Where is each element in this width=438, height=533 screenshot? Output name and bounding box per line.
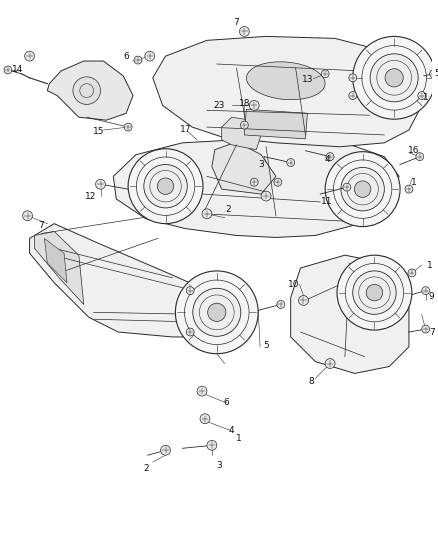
Circle shape <box>277 301 285 309</box>
Circle shape <box>422 325 430 333</box>
Circle shape <box>145 51 155 61</box>
Circle shape <box>321 70 329 78</box>
Circle shape <box>326 152 334 160</box>
Circle shape <box>337 255 412 330</box>
Text: 9: 9 <box>429 292 434 301</box>
Text: 8: 8 <box>308 377 314 386</box>
Circle shape <box>343 183 351 191</box>
Circle shape <box>349 74 357 82</box>
Text: 18: 18 <box>239 99 250 108</box>
Text: 1: 1 <box>411 177 417 187</box>
Circle shape <box>370 54 418 102</box>
Circle shape <box>95 179 106 189</box>
Circle shape <box>405 185 413 193</box>
Circle shape <box>128 149 203 224</box>
Circle shape <box>175 271 258 354</box>
Circle shape <box>354 181 371 197</box>
Text: 6: 6 <box>224 399 230 407</box>
Circle shape <box>261 191 271 201</box>
Text: 7: 7 <box>39 221 44 230</box>
Text: 13: 13 <box>302 75 313 84</box>
Circle shape <box>25 51 35 61</box>
Circle shape <box>202 209 212 219</box>
Circle shape <box>325 152 400 227</box>
Circle shape <box>416 152 424 160</box>
Polygon shape <box>291 255 409 374</box>
Circle shape <box>366 285 383 301</box>
Polygon shape <box>113 137 399 237</box>
Text: 23: 23 <box>213 101 224 110</box>
Text: 3: 3 <box>258 160 264 169</box>
Circle shape <box>349 92 357 100</box>
Circle shape <box>161 446 170 455</box>
Text: 7: 7 <box>233 18 240 27</box>
Circle shape <box>134 56 142 64</box>
Polygon shape <box>47 61 133 120</box>
Circle shape <box>197 386 207 396</box>
Text: 4: 4 <box>229 426 234 435</box>
Circle shape <box>299 296 308 305</box>
Circle shape <box>23 211 32 221</box>
Circle shape <box>418 92 426 100</box>
Text: 3: 3 <box>216 461 222 470</box>
Circle shape <box>325 359 335 368</box>
Circle shape <box>250 179 258 186</box>
Circle shape <box>124 123 132 131</box>
Circle shape <box>157 178 174 195</box>
Polygon shape <box>29 224 232 337</box>
Text: 2: 2 <box>226 205 231 214</box>
Polygon shape <box>44 238 67 283</box>
Polygon shape <box>212 142 276 194</box>
Circle shape <box>4 66 12 74</box>
Circle shape <box>240 27 249 36</box>
Polygon shape <box>244 109 307 139</box>
Text: 1: 1 <box>427 261 432 270</box>
Circle shape <box>422 287 430 295</box>
Text: 16: 16 <box>408 146 420 155</box>
Circle shape <box>144 165 187 208</box>
Text: 12: 12 <box>85 191 96 200</box>
Circle shape <box>287 159 295 166</box>
Ellipse shape <box>247 62 325 100</box>
Circle shape <box>274 179 282 186</box>
Text: 6: 6 <box>123 52 129 61</box>
Polygon shape <box>222 117 261 150</box>
Text: 11: 11 <box>321 197 333 206</box>
Text: 1: 1 <box>236 434 241 443</box>
Circle shape <box>341 167 384 211</box>
Text: 17: 17 <box>180 125 191 134</box>
Text: 1: 1 <box>423 93 428 102</box>
Text: 5: 5 <box>434 69 438 78</box>
Text: 4: 4 <box>324 155 330 164</box>
Polygon shape <box>153 36 422 147</box>
Circle shape <box>430 70 438 78</box>
Text: 10: 10 <box>288 280 300 289</box>
Circle shape <box>186 328 194 336</box>
Circle shape <box>353 36 435 119</box>
Text: 7: 7 <box>429 327 434 336</box>
Circle shape <box>385 69 403 87</box>
Circle shape <box>208 303 226 321</box>
Circle shape <box>207 440 217 450</box>
Text: 5: 5 <box>263 341 269 350</box>
Text: 2: 2 <box>143 464 148 473</box>
Text: 14: 14 <box>12 66 23 75</box>
Circle shape <box>408 269 416 277</box>
Polygon shape <box>35 231 84 304</box>
Circle shape <box>200 414 210 424</box>
Circle shape <box>73 77 100 104</box>
Circle shape <box>193 288 241 336</box>
Circle shape <box>186 287 194 295</box>
Circle shape <box>353 271 396 314</box>
Circle shape <box>249 100 259 110</box>
Circle shape <box>240 121 248 129</box>
Text: 15: 15 <box>93 126 104 135</box>
